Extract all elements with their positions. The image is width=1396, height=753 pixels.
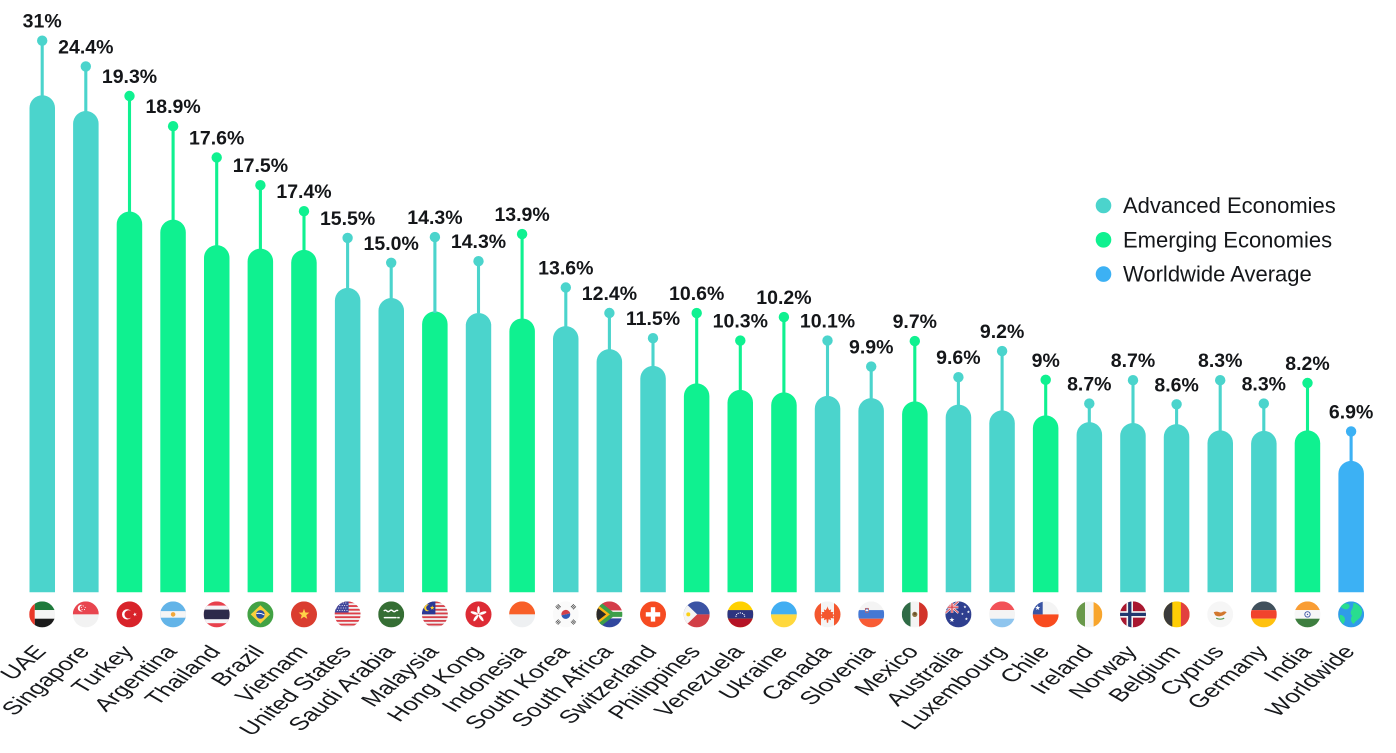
svg-text:17.4%: 17.4% <box>276 181 331 203</box>
svg-text:15.0%: 15.0% <box>364 233 419 255</box>
svg-text:17.6%: 17.6% <box>189 128 244 150</box>
svg-text:10.1%: 10.1% <box>800 311 855 333</box>
svg-text:9%: 9% <box>1032 350 1060 372</box>
svg-text:14.3%: 14.3% <box>407 207 462 229</box>
svg-text:8.3%: 8.3% <box>1242 374 1286 396</box>
svg-text:9.6%: 9.6% <box>936 347 980 369</box>
svg-text:10.2%: 10.2% <box>756 287 811 309</box>
svg-text:11.5%: 11.5% <box>626 308 680 330</box>
svg-text:9.2%: 9.2% <box>980 321 1024 343</box>
svg-text:Emerging Economies: Emerging Economies <box>1123 227 1332 252</box>
svg-text:10.6%: 10.6% <box>669 283 724 305</box>
svg-text:8.3%: 8.3% <box>1198 350 1242 372</box>
svg-text:13.6%: 13.6% <box>538 258 593 280</box>
svg-text:31%: 31% <box>23 11 62 33</box>
svg-text:Worldwide Average: Worldwide Average <box>1123 262 1312 287</box>
svg-text:8.6%: 8.6% <box>1154 374 1198 396</box>
svg-text:12.4%: 12.4% <box>582 283 637 305</box>
svg-text:15.5%: 15.5% <box>320 208 375 230</box>
svg-text:14.3%: 14.3% <box>451 231 506 253</box>
svg-text:10.3%: 10.3% <box>713 311 768 333</box>
svg-text:24.4%: 24.4% <box>58 36 113 58</box>
svg-text:13.9%: 13.9% <box>494 204 549 226</box>
svg-text:8.7%: 8.7% <box>1067 374 1111 396</box>
svg-text:9.7%: 9.7% <box>893 311 937 333</box>
svg-text:8.2%: 8.2% <box>1285 353 1329 375</box>
svg-text:17.5%: 17.5% <box>233 155 288 177</box>
svg-text:9.9%: 9.9% <box>849 337 893 359</box>
svg-text:8.7%: 8.7% <box>1111 350 1155 372</box>
svg-text:Advanced Economies: Advanced Economies <box>1123 193 1336 218</box>
svg-text:6.9%: 6.9% <box>1329 401 1373 423</box>
svg-text:19.3%: 19.3% <box>102 66 157 88</box>
svg-text:18.9%: 18.9% <box>145 96 200 118</box>
